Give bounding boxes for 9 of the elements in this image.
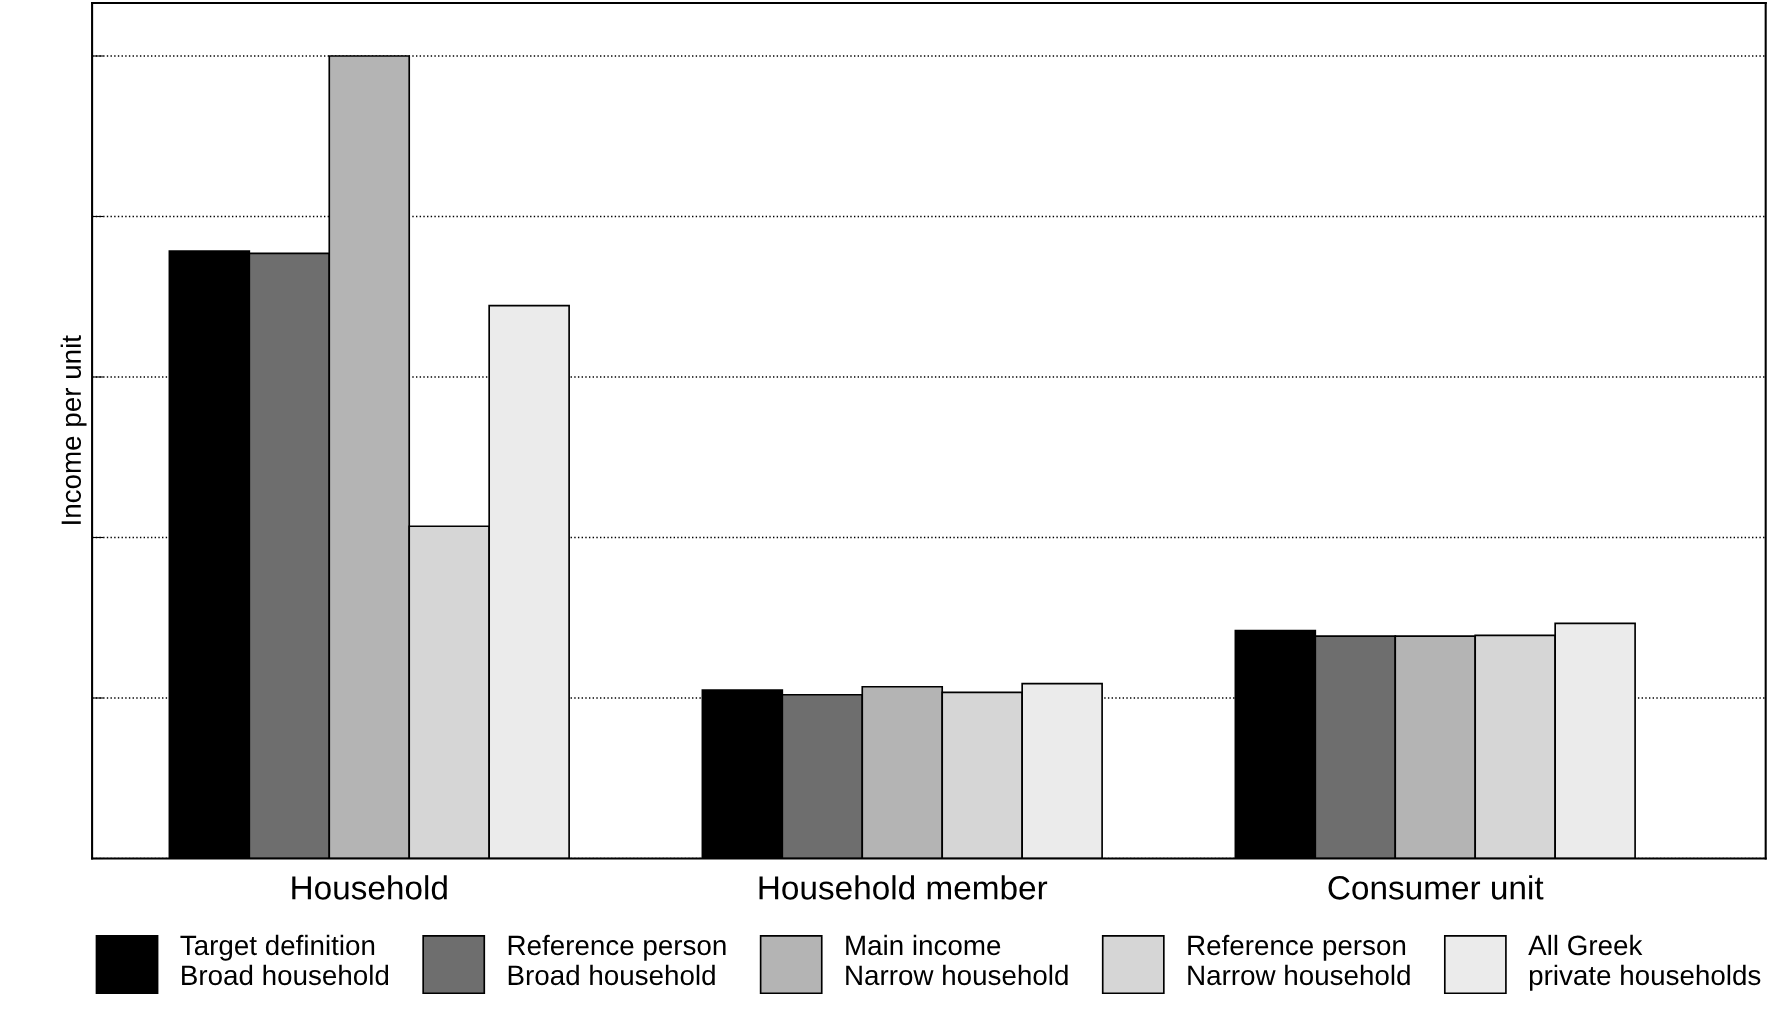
legend-label: Reference person Narrow household <box>1188 934 1410 986</box>
x-tick-label: Household <box>292 875 447 900</box>
legend-label: Target definition Broad household <box>180 934 389 986</box>
legend-label: Main income Narrow household <box>846 934 1068 986</box>
legend-label: Reference person Broad household <box>508 934 726 986</box>
x-tick-label: Consumer unit <box>1328 875 1544 900</box>
x-tick-label: Household member <box>759 875 1048 900</box>
legend-label: All Greek private households <box>1528 934 1761 991</box>
y-axis-title: Income per unit <box>60 335 87 524</box>
